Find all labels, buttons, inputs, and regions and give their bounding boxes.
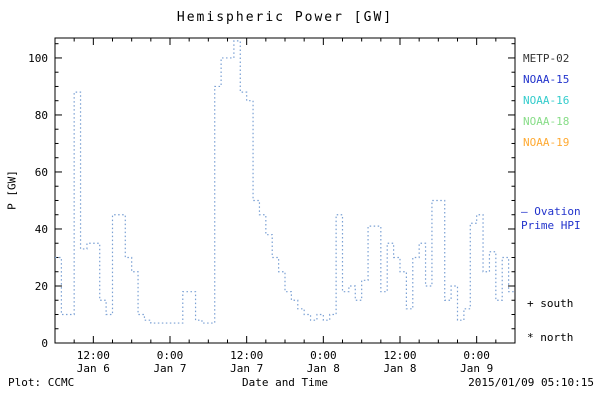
legend-item-noaa-15: NOAA-15 xyxy=(523,73,570,86)
data-line-ovation-prime-hpi xyxy=(55,40,515,324)
y-tick-label: 0 xyxy=(41,337,48,350)
timestamp: 2015/01/09 05:10:15 xyxy=(468,376,594,389)
x-tick-time-label: 0:00 xyxy=(310,349,337,362)
x-tick-time-label: 12:00 xyxy=(230,349,263,362)
x-tick-time-label: 0:00 xyxy=(463,349,490,362)
south-marker-label: + south xyxy=(527,297,574,310)
ovation-line-sample: — Ovation xyxy=(521,205,581,218)
ovation-prime-label: — Ovation Prime HPI xyxy=(521,205,581,233)
x-tick-date-label: Jan 9 xyxy=(460,362,493,375)
legend-item-noaa-18: NOAA-18 xyxy=(523,115,570,128)
ovation-label-line2: Prime HPI xyxy=(521,219,581,232)
x-tick-date-label: Jan 8 xyxy=(307,362,340,375)
x-axis-label: Date and Time xyxy=(241,376,329,389)
satellite-legend: METP-02 NOAA-15 NOAA-16 NOAA-18 NOAA-19 xyxy=(523,48,569,153)
x-tick-date-label: Jan 7 xyxy=(230,362,263,375)
x-tick-time-label: 12:00 xyxy=(383,349,416,362)
x-tick-time-label: 12:00 xyxy=(77,349,110,362)
y-tick-label: 20 xyxy=(35,280,48,293)
legend-item-noaa-19: NOAA-19 xyxy=(523,136,570,149)
x-tick-date-label: Jan 7 xyxy=(153,362,186,375)
x-tick-date-label: Jan 8 xyxy=(383,362,416,375)
north-marker-label: * north xyxy=(527,331,574,344)
x-tick-date-label: Jan 6 xyxy=(77,362,110,375)
plot-frame xyxy=(54,37,516,344)
y-tick-label: 100 xyxy=(28,52,48,65)
legend-item-metp-02: METP-02 xyxy=(523,52,570,65)
legend-item-noaa-16: NOAA-16 xyxy=(523,94,570,107)
x-tick-time-label: 0:00 xyxy=(157,349,184,362)
y-tick-label: 40 xyxy=(35,223,48,236)
chart-title: Hemispheric Power [GW] xyxy=(176,10,394,25)
plot-credit: Plot: CCMC xyxy=(8,376,75,389)
y-tick-label: 80 xyxy=(35,109,48,122)
y-tick-label: 60 xyxy=(35,166,48,179)
